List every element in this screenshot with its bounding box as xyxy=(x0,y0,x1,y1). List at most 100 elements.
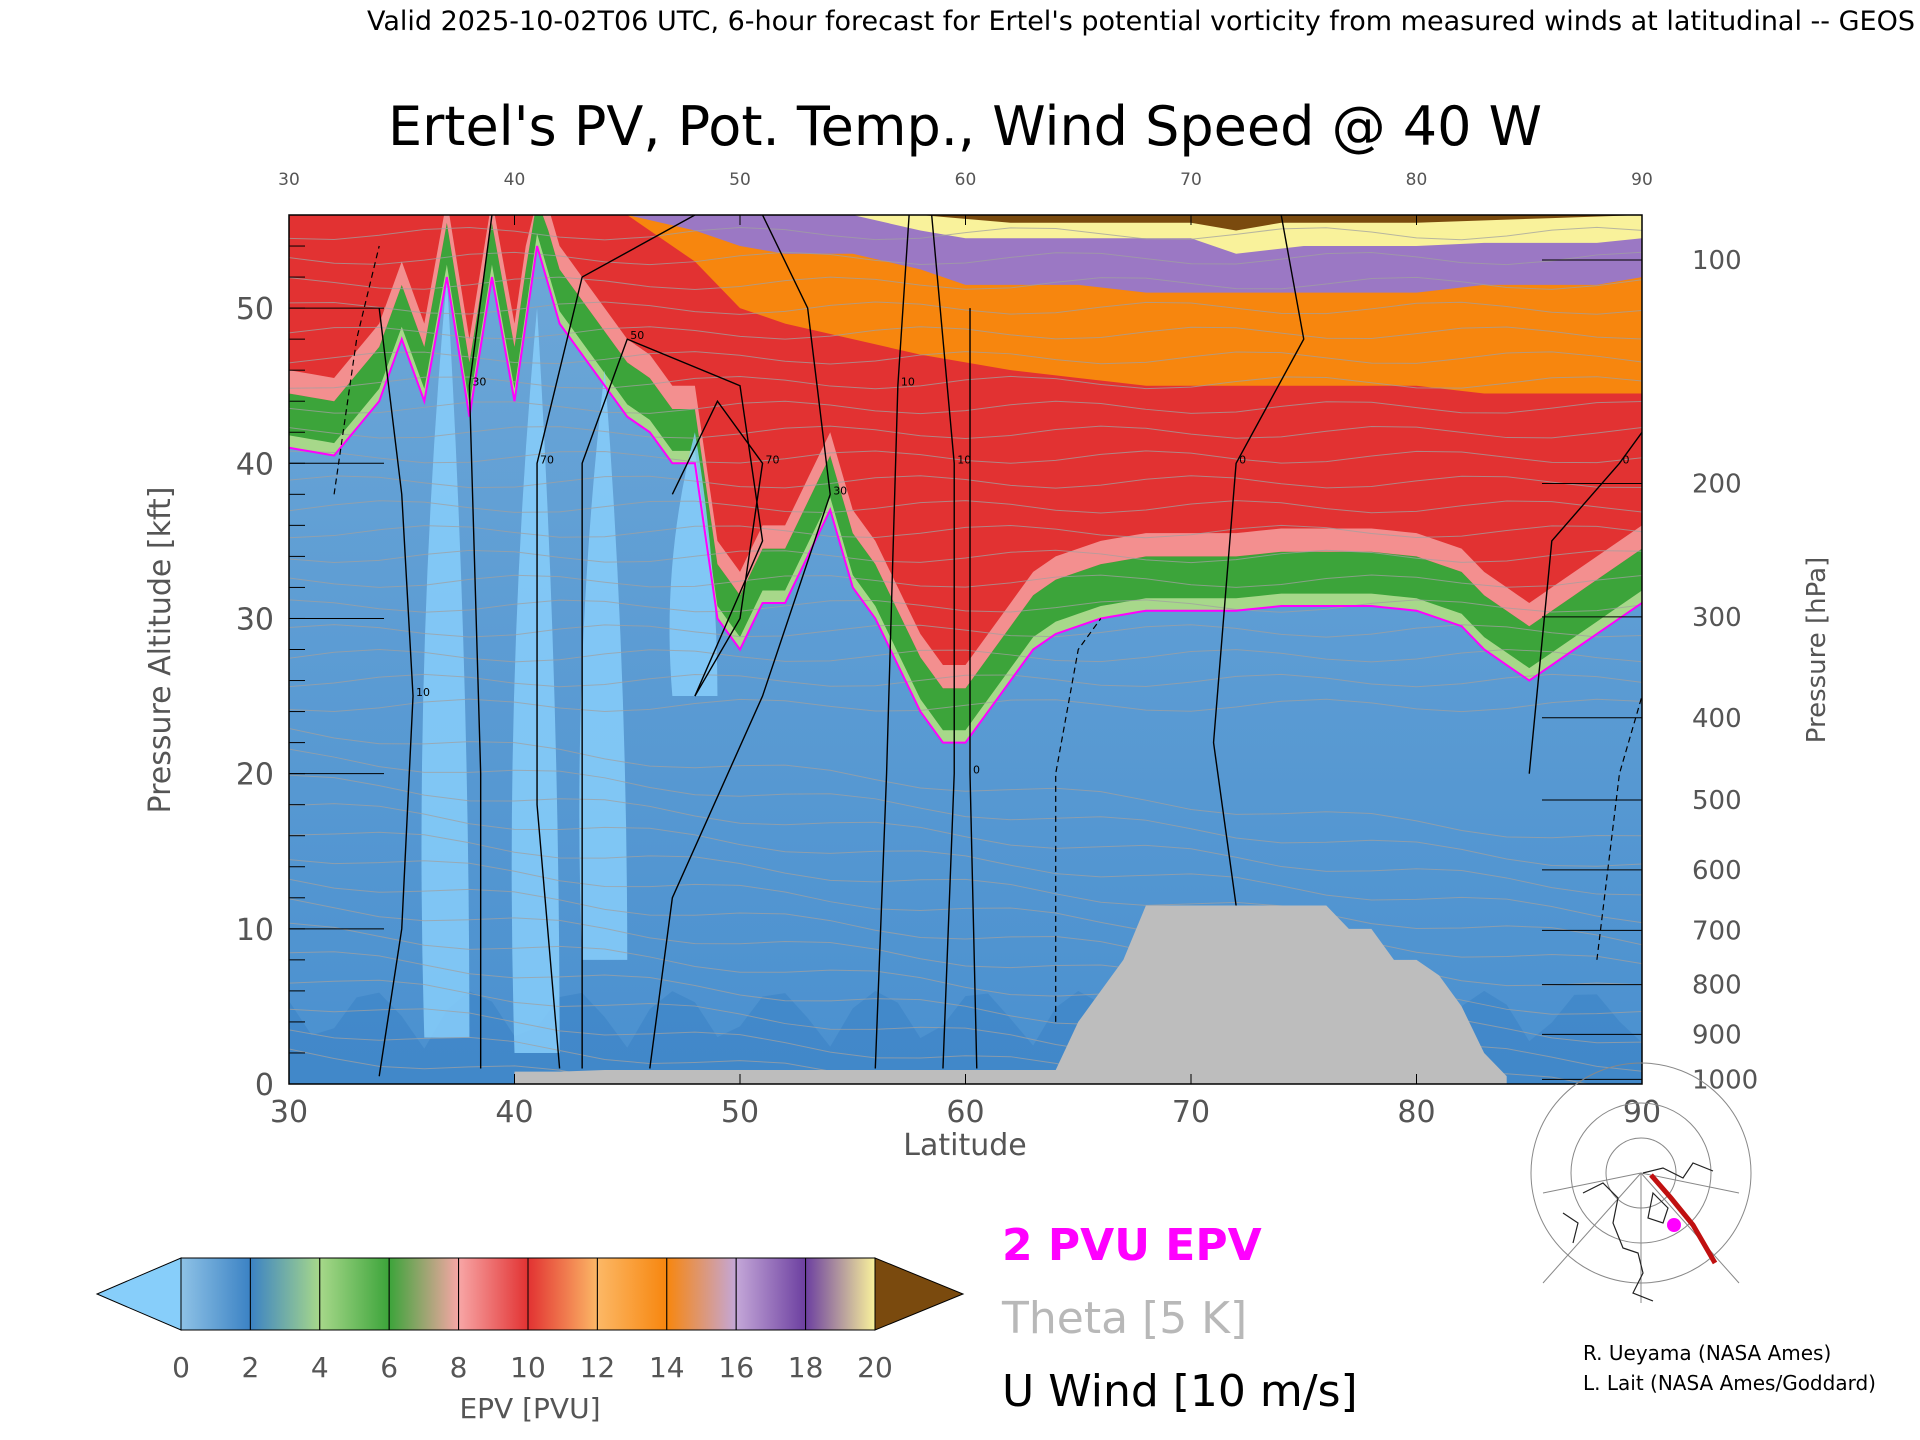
pressure-tick-label: 700 xyxy=(1692,916,1742,946)
wind-contour xyxy=(536,215,696,1069)
theta-contour xyxy=(289,859,1642,965)
map-inset xyxy=(1530,1062,1752,1303)
theta-contour xyxy=(289,301,1642,315)
x-axis-label: Latitude xyxy=(903,1128,1026,1163)
theta-contour xyxy=(289,351,1642,365)
colorbar-tick-label: 0 xyxy=(172,1351,190,1384)
chart-title: Ertel's PV, Pot. Temp., Wind Speed @ 40 … xyxy=(388,95,1542,158)
pv-band-18 xyxy=(289,215,1642,254)
legend-pv-contour: 2 PVU EPV xyxy=(1002,1220,1262,1271)
section-path xyxy=(1649,1173,1718,1265)
colorbar-tick-label: 20 xyxy=(857,1351,893,1384)
low-pv-streak xyxy=(511,308,560,1053)
colorbar-over-arrow xyxy=(874,1257,965,1331)
colorbar-segment xyxy=(319,1257,390,1331)
wind-contour xyxy=(378,308,414,1077)
colorbar-segment xyxy=(735,1257,807,1331)
wind-contour-dashed xyxy=(333,245,380,495)
pressure-tick-label: 200 xyxy=(1692,469,1742,499)
colorbar: 0 2 4 6 8 10 12 14 16 18 20 xyxy=(95,1257,965,1384)
theta-contour xyxy=(289,649,1642,663)
wind-contour-label: 30 xyxy=(833,484,847,497)
wind-contour xyxy=(1212,215,1305,1069)
colorbar-label: EPV [PVU] xyxy=(459,1392,600,1425)
wind-contour-label: 70 xyxy=(766,453,780,466)
plot-area: 10 30 70 50 70 30 10 10 0 0 0 xyxy=(288,214,1643,1085)
pressure-tick-label: 100 xyxy=(1692,246,1742,276)
theta-contour xyxy=(289,624,1642,638)
wind-contour xyxy=(969,308,978,1069)
theta-contour xyxy=(289,1029,1021,1084)
pressure-tick-label: 600 xyxy=(1692,856,1742,886)
colorbar-tick-label: 4 xyxy=(311,1351,329,1384)
x-tick-label-top: 40 xyxy=(504,170,526,190)
wind-contour-label: 10 xyxy=(416,686,430,699)
orography xyxy=(514,905,1507,1084)
colorbar-tick-label: 8 xyxy=(450,1351,468,1384)
colorbar-segment xyxy=(388,1257,460,1331)
wind-contour-label: 30 xyxy=(472,376,486,389)
wind-contour-label: 10 xyxy=(957,453,971,466)
wind-contour xyxy=(671,399,764,697)
y-tick-label: 40 xyxy=(236,447,274,482)
theta-contour xyxy=(289,698,1642,713)
x-tick-label: 70 xyxy=(1172,1095,1210,1130)
y-tick-label: 30 xyxy=(236,602,274,637)
y-axis-label: Pressure Altitude [kft] xyxy=(143,487,178,814)
theta-contour xyxy=(289,728,1642,839)
y-tick-label: 10 xyxy=(236,913,274,948)
theta-contour xyxy=(289,748,1642,867)
legend-theta: Theta [5 K] xyxy=(1001,1293,1247,1344)
theta-contour xyxy=(289,276,1642,290)
theta-contour xyxy=(289,831,1642,946)
theta-contour xyxy=(289,803,1642,924)
theta-contour xyxy=(289,524,1642,539)
pressure-tick-label: 400 xyxy=(1692,704,1742,734)
wind-contour-label: 70 xyxy=(540,453,554,466)
wind-contour xyxy=(930,215,955,1069)
wind-contour-label: 0 xyxy=(1239,453,1246,466)
x-tick-label: 30 xyxy=(270,1095,308,1130)
colorbar-segment xyxy=(527,1257,598,1331)
colorbar-under-arrow xyxy=(95,1257,182,1331)
colorbar-segment xyxy=(249,1257,321,1331)
pressure-tick-label: 1000 xyxy=(1692,1065,1758,1095)
theta-contour xyxy=(289,500,1642,514)
wind-contour-dashed xyxy=(1596,695,1642,960)
colorbar-tick-label: 16 xyxy=(718,1351,754,1384)
colorbar-segment xyxy=(805,1257,876,1331)
colorbar-segment xyxy=(180,1257,251,1331)
x-tick-label-top: 60 xyxy=(955,170,977,190)
right-axis-label: Pressure [hPa] xyxy=(1802,557,1832,744)
x-tick-label: 60 xyxy=(946,1095,984,1130)
valid-time-header: Valid 2025-10-02T06 UTC, 6-hour forecast… xyxy=(367,6,1915,37)
theta-contour xyxy=(289,1008,1328,1084)
y-tick-label: 50 xyxy=(236,292,274,327)
wind-contour-label: 50 xyxy=(630,329,644,342)
x-tick-label-top: 50 xyxy=(729,170,751,190)
credit-line-1: R. Ueyama (NASA Ames) xyxy=(1583,1341,1831,1365)
colorbar-tick-label: 14 xyxy=(649,1351,685,1384)
x-tick-label-top: 90 xyxy=(1631,170,1653,190)
wind-contour xyxy=(1528,431,1642,774)
wind-contour xyxy=(581,338,764,1069)
x-tick-label-top: 70 xyxy=(1180,170,1202,190)
credit-line-2: L. Lait (NASA Ames/Goddard) xyxy=(1583,1371,1876,1395)
theta-contour xyxy=(289,450,1642,464)
pressure-tick-label: 300 xyxy=(1692,603,1742,633)
x-tick-label: 90 xyxy=(1623,1095,1661,1130)
wind-contour xyxy=(649,215,831,1069)
wind-contour-label: 10 xyxy=(901,376,915,389)
colorbar-tick-label: 18 xyxy=(788,1351,824,1384)
y-tick-label: 0 xyxy=(255,1068,274,1103)
colorbar-segment xyxy=(666,1257,737,1331)
x-tick-label-top: 30 xyxy=(278,170,300,190)
x-tick-label: 40 xyxy=(495,1095,533,1130)
theta-contour xyxy=(289,251,1642,266)
x-tick-label: 50 xyxy=(721,1095,759,1130)
pressure-tick-label: 500 xyxy=(1692,786,1742,816)
wind-contour xyxy=(874,215,910,1069)
theta-contour xyxy=(289,326,1642,340)
tropopause-2pvu-line xyxy=(289,245,1642,744)
